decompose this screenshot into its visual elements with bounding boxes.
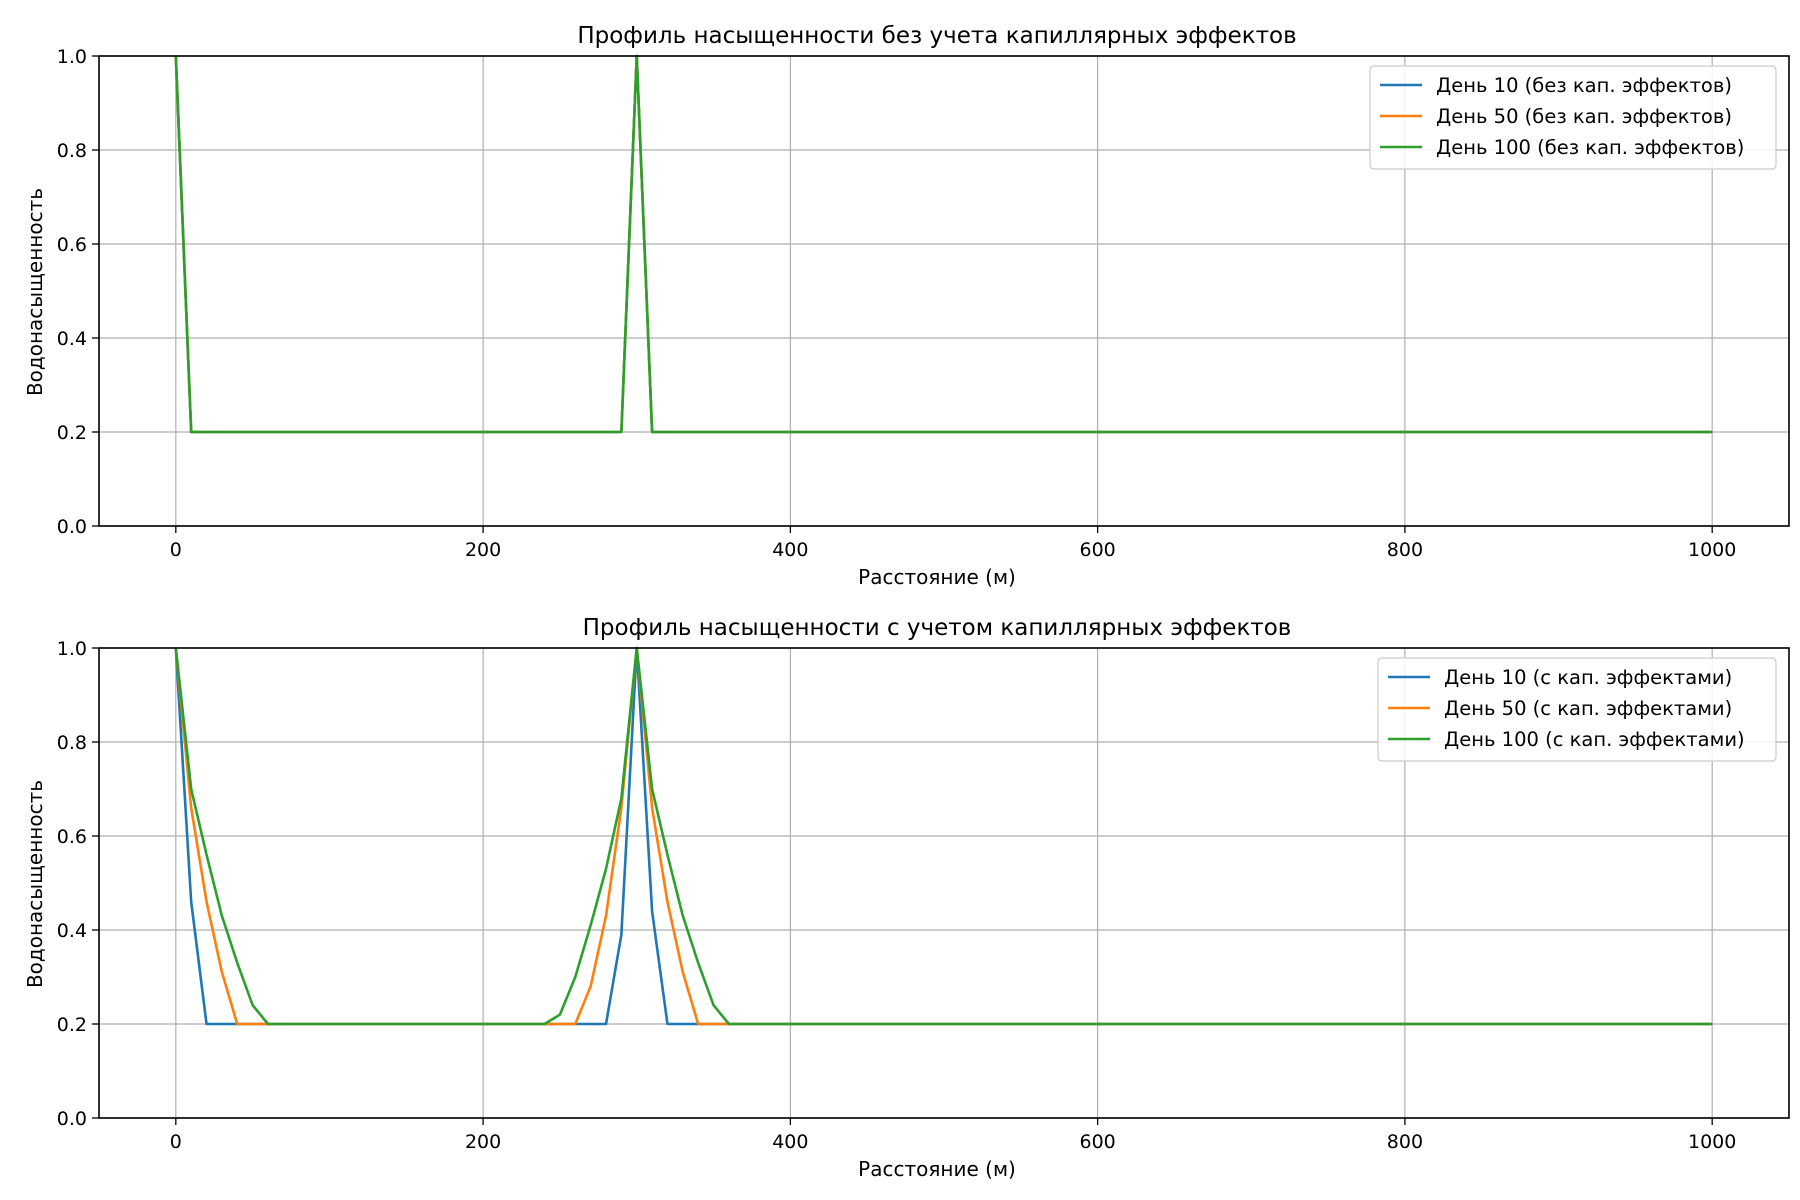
- y-tick-label: 0.2: [57, 1014, 87, 1036]
- chart-title: Профиль насыщенности с учетом капиллярны…: [583, 615, 1292, 641]
- x-axis-label: Расстояние (м): [858, 1157, 1016, 1181]
- y-tick-label: 0.6: [57, 826, 87, 848]
- y-tick-label: 0.0: [57, 516, 87, 538]
- y-tick-label: 0.0: [57, 1108, 87, 1130]
- legend-label: День 10 (без кап. эффектов): [1436, 74, 1732, 97]
- plot-frame: [98, 647, 1790, 1119]
- legend: День 10 (с кап. эффектами) День 50 (с кап…: [1377, 657, 1777, 762]
- series-line-1: [174, 646, 1713, 1026]
- series-lines: [174, 54, 1713, 434]
- x-tick-label: 400: [772, 539, 808, 561]
- x-tick-label: 600: [1080, 539, 1116, 561]
- y-tick-label: 0.4: [57, 328, 87, 350]
- x-tick-label: 0: [170, 1131, 182, 1153]
- legend-label: День 100 (с кап. эффектами): [1444, 728, 1745, 751]
- y-tick-label: 1.0: [57, 638, 87, 660]
- legend-label: День 100 (без кап. эффектов): [1436, 136, 1744, 159]
- chart-title: Профиль насыщенности без учета капиллярн…: [577, 23, 1296, 49]
- y-axis-label: Водонасыщенность: [23, 188, 47, 396]
- x-tick-label: 200: [465, 539, 501, 561]
- x-tick-label: 800: [1387, 539, 1423, 561]
- legend-label: День 50 (без кап. эффектов): [1436, 105, 1732, 128]
- ticks: 0 200 400 600 800 1000 0.0 0.2 0.4 0.6 0.8 1.0: [57, 46, 1737, 561]
- series-lines: [174, 646, 1713, 1026]
- chart-with-capillary: Профиль насыщенности с учетом капиллярны…: [23, 615, 1790, 1181]
- chart-without-capillary: Профиль насыщенности без учета капиллярн…: [23, 23, 1790, 589]
- x-tick-label: 1000: [1688, 539, 1736, 561]
- x-tick-label: 1000: [1688, 1131, 1736, 1153]
- legend-box: [1369, 65, 1777, 170]
- legend-box: [1377, 657, 1777, 762]
- x-tick-label: 600: [1080, 1131, 1116, 1153]
- x-tick-label: 400: [772, 1131, 808, 1153]
- series-line-2: [174, 646, 1713, 1026]
- y-tick-label: 0.8: [57, 732, 87, 754]
- plot-frame: [98, 55, 1790, 527]
- y-tick-label: 0.8: [57, 140, 87, 162]
- y-tick-label: 0.6: [57, 234, 87, 256]
- legend: День 10 (без кап. эффектов) День 50 (без …: [1369, 65, 1777, 170]
- x-axis-label: Расстояние (м): [858, 565, 1016, 589]
- y-tick-label: 0.2: [57, 422, 87, 444]
- legend-label: День 10 (с кап. эффектами): [1444, 666, 1732, 689]
- legend-label: День 50 (с кап. эффектами): [1444, 697, 1732, 720]
- y-tick-label: 1.0: [57, 46, 87, 68]
- y-axis-label: Водонасыщенность: [23, 780, 47, 988]
- x-tick-label: 200: [465, 1131, 501, 1153]
- y-tick-label: 0.4: [57, 920, 87, 942]
- x-tick-label: 0: [170, 539, 182, 561]
- series-line-3: [174, 646, 1713, 1026]
- x-tick-label: 800: [1387, 1131, 1423, 1153]
- ticks: 0 200 400 600 800 1000 0.0 0.2 0.4 0.6 0.8 1.0: [57, 638, 1737, 1153]
- series-line-3: [174, 54, 1713, 434]
